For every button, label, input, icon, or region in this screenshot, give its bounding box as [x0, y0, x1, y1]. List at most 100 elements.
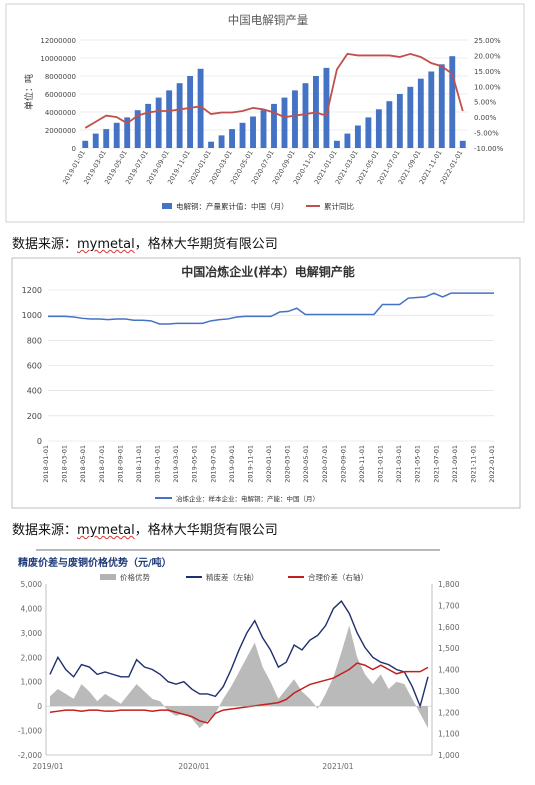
- chart-copper-output: 中国电解铜产量 单位：吨 0 2000000 4000000 6000000 80000…: [5, 3, 525, 223]
- chart3-xtick-label: 2020/01: [178, 762, 209, 771]
- chart2-xtick-label: 2019-03-01: [172, 445, 180, 483]
- chart1-legend-label-bar: 电解铜：产量累计值：中国（月）: [176, 201, 289, 211]
- chart1-y2tick-label: 20.00%: [474, 52, 501, 60]
- chart2-ytick-label: 600: [27, 362, 42, 371]
- chart1-y2tick-label: -10.00%: [474, 145, 504, 153]
- chart3-ytick-label: 4,000: [21, 604, 43, 613]
- chart3-y2tick-label: 1,400: [438, 666, 460, 675]
- chart1-yoy-line: [84, 52, 464, 129]
- chart-scrap-spread: 精废价差与废铜价格优势（元/吨） 5,000 4,000 3,000 2,000 1,0…: [18, 549, 460, 771]
- chart2-xtick-label: 2021-11-01: [469, 445, 477, 483]
- chart1-bar: [449, 56, 456, 149]
- chart3-ytick-label: 5,000: [21, 580, 43, 589]
- source-prefix: 数据来源：: [12, 237, 78, 252]
- chart1-y2tick-label: 10.00%: [474, 83, 501, 91]
- chart1-bar: [229, 129, 235, 148]
- chart2-ytick-label: 1000: [22, 311, 42, 320]
- chart1-ytick-label: 12000000: [40, 37, 76, 45]
- chart1-bar: [239, 122, 246, 148]
- chart1-y2tick-label: 0.00%: [474, 114, 497, 122]
- chart2-xtick-label: 2020-07-01: [321, 445, 329, 483]
- chart3-reasonable-spread-line: [49, 662, 429, 724]
- chart1-ytick-label: 2000000: [45, 127, 76, 135]
- chart2-xtick-label: 2019-09-01: [228, 445, 236, 483]
- chart1-bar: [103, 129, 110, 148]
- chart2-xtick-label: 2020-11-01: [358, 445, 366, 483]
- chart1-ytick-label: 8000000: [45, 73, 76, 81]
- chart1-legend-label-line: 累计同比: [324, 201, 354, 211]
- chart2-legend: 冶炼企业：样本企业：电解铜：产能：中国（月）: [155, 494, 319, 503]
- chart3-ytick-label: 1,000: [21, 678, 43, 687]
- chart3-y2tick-label: 1,600: [438, 623, 460, 632]
- chart1-bar: [302, 83, 309, 148]
- chart3-ytick-label: 3,000: [21, 629, 43, 638]
- chart2-ytick-label: 800: [27, 336, 42, 345]
- chart1-bar: [82, 140, 89, 148]
- chart1-y2tick-label: 15.00%: [474, 68, 501, 76]
- chart3-y2tick-label: 1,000: [438, 751, 460, 760]
- chart2-xtick-label: 2018-11-01: [135, 445, 143, 483]
- chart2-xtick-label: 2020-09-01: [339, 445, 347, 483]
- chart1-bar: [407, 86, 414, 148]
- chart3-legend-label-area: 价格优势: [120, 572, 150, 582]
- chart3-ytick-label: -2,000: [18, 751, 42, 760]
- chart1-bar: [176, 83, 183, 148]
- source-suffix: ，格林大华期货有限公司: [134, 237, 278, 252]
- chart1-bar: [375, 109, 382, 148]
- chart3-y2tick-label: 1,800: [438, 580, 460, 589]
- chart3-spread-line: [49, 600, 429, 709]
- chart2-xtick-label: 2020-01-01: [265, 445, 273, 483]
- chart3-legend-label-blue: 精废差（左轴）: [206, 572, 259, 582]
- chart1-bar: [396, 94, 403, 148]
- chart2-capacity-line: [48, 292, 494, 325]
- chart1-bar: [260, 110, 267, 148]
- chart1-bar: [323, 67, 330, 148]
- chart2-ytick-label: 400: [27, 387, 42, 396]
- chart1-bar: [124, 117, 131, 148]
- chart3-price-advantage-area: [50, 625, 428, 729]
- chart3-ytick-label: -1,000: [18, 727, 42, 736]
- chart3-legend-swatch-area: [100, 574, 116, 580]
- chart1-bar: [417, 78, 424, 148]
- chart2-xtick-label: 2018-07-01: [98, 445, 106, 483]
- chart1-bar: [438, 64, 445, 148]
- chart1-ytick-label: 0: [72, 145, 76, 153]
- chart3-y2tick-label: 1,100: [438, 730, 460, 739]
- chart1-bar: [354, 125, 361, 148]
- chart1-y2tick-label: 5.00%: [474, 99, 497, 107]
- chart3-xtick-label: 2021/01: [322, 762, 353, 771]
- source-prefix: 数据来源：: [12, 523, 78, 538]
- chart1-y2tick-label: 25.00%: [474, 37, 501, 45]
- source-underlined: mymetal: [77, 237, 135, 252]
- chart3-y2tick-label: 1,200: [438, 708, 460, 717]
- chart-smelter-capacity: 中国冶炼企业(样本）电解铜产能 0 200 400 600 800 1000 1200 20…: [11, 257, 521, 509]
- chart1-title: 中国电解铜产量: [228, 13, 309, 27]
- chart1-bar: [292, 90, 298, 148]
- chart2-xtick-label: 2021-01-01: [377, 445, 385, 483]
- chart2-xtick-label: 2019-07-01: [209, 445, 217, 483]
- chart2-legend-label: 冶炼企业：样本企业：电解铜：产能：中国（月）: [176, 494, 319, 503]
- chart1-bar: [92, 133, 99, 148]
- chart1-bar: [166, 90, 173, 148]
- chart1-ytick-label: 6000000: [45, 91, 76, 99]
- chart2-xtick-label: 2019-11-01: [246, 445, 254, 483]
- chart2-xtick-label: 2021-03-01: [395, 445, 403, 483]
- chart1-ytick-label: 10000000: [40, 55, 76, 63]
- chart2-xtick-label: 2019-01-01: [154, 445, 162, 483]
- chart1-bar: [344, 133, 351, 148]
- chart2-xtick-label: 2018-03-01: [61, 445, 69, 483]
- chart3-legend-label-red: 合理价差（右轴）: [308, 572, 368, 582]
- chart2-xtick-label: 2020-03-01: [284, 445, 292, 483]
- chart1-bar: [113, 122, 120, 148]
- chart1-legend: 电解铜：产量累计值：中国（月） 累计同比: [162, 201, 354, 211]
- chart3-ytick-label: 0: [37, 702, 42, 711]
- chart3-y2tick-label: 1,700: [438, 601, 460, 610]
- chart2-xtick-label: 2021-07-01: [432, 445, 440, 483]
- chart2-ytick-label: 0: [37, 437, 42, 446]
- chart1-bar: [134, 110, 141, 148]
- chart3-y2tick-label: 1,500: [438, 644, 460, 653]
- chart2-xtick-label: 2018-09-01: [116, 445, 124, 483]
- chart1-bar: [145, 103, 152, 148]
- chart3-ytick-label: 2,000: [21, 653, 43, 662]
- chart1-y2tick-label: -5.00%: [474, 130, 499, 138]
